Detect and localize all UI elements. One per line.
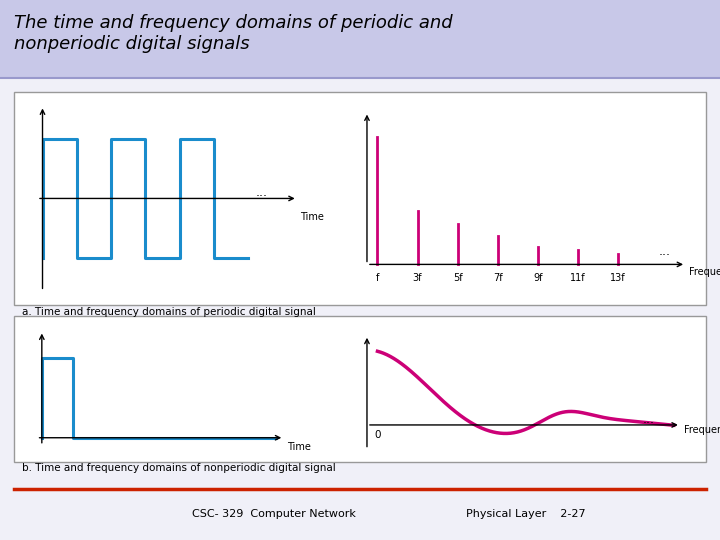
Text: 9f: 9f <box>533 273 543 284</box>
Text: Frequency: Frequency <box>684 425 720 435</box>
Text: f: f <box>376 273 379 284</box>
Text: a. Time and frequency domains of periodic digital signal: a. Time and frequency domains of periodi… <box>22 307 315 317</box>
Text: Time: Time <box>300 212 324 221</box>
Text: nonperiodic digital signals: nonperiodic digital signals <box>14 35 250 53</box>
Text: 5f: 5f <box>453 273 462 284</box>
Text: Frequency: Frequency <box>690 267 720 277</box>
Text: b. Time and frequency domains of nonperiodic digital signal: b. Time and frequency domains of nonperi… <box>22 463 336 474</box>
Text: The time and frequency domains of periodic and: The time and frequency domains of period… <box>14 14 453 31</box>
Text: 7f: 7f <box>493 273 503 284</box>
Text: ...: ... <box>642 413 654 426</box>
Text: 11f: 11f <box>570 273 585 284</box>
Text: CSC- 329  Computer Network: CSC- 329 Computer Network <box>192 509 356 519</box>
Text: 0: 0 <box>374 430 381 440</box>
Text: Physical Layer    2-27: Physical Layer 2-27 <box>466 509 585 519</box>
Text: Time: Time <box>287 442 310 453</box>
Text: 13f: 13f <box>610 273 626 284</box>
Text: ...: ... <box>256 186 268 199</box>
Text: ...: ... <box>659 245 671 258</box>
Text: 3f: 3f <box>413 273 422 284</box>
